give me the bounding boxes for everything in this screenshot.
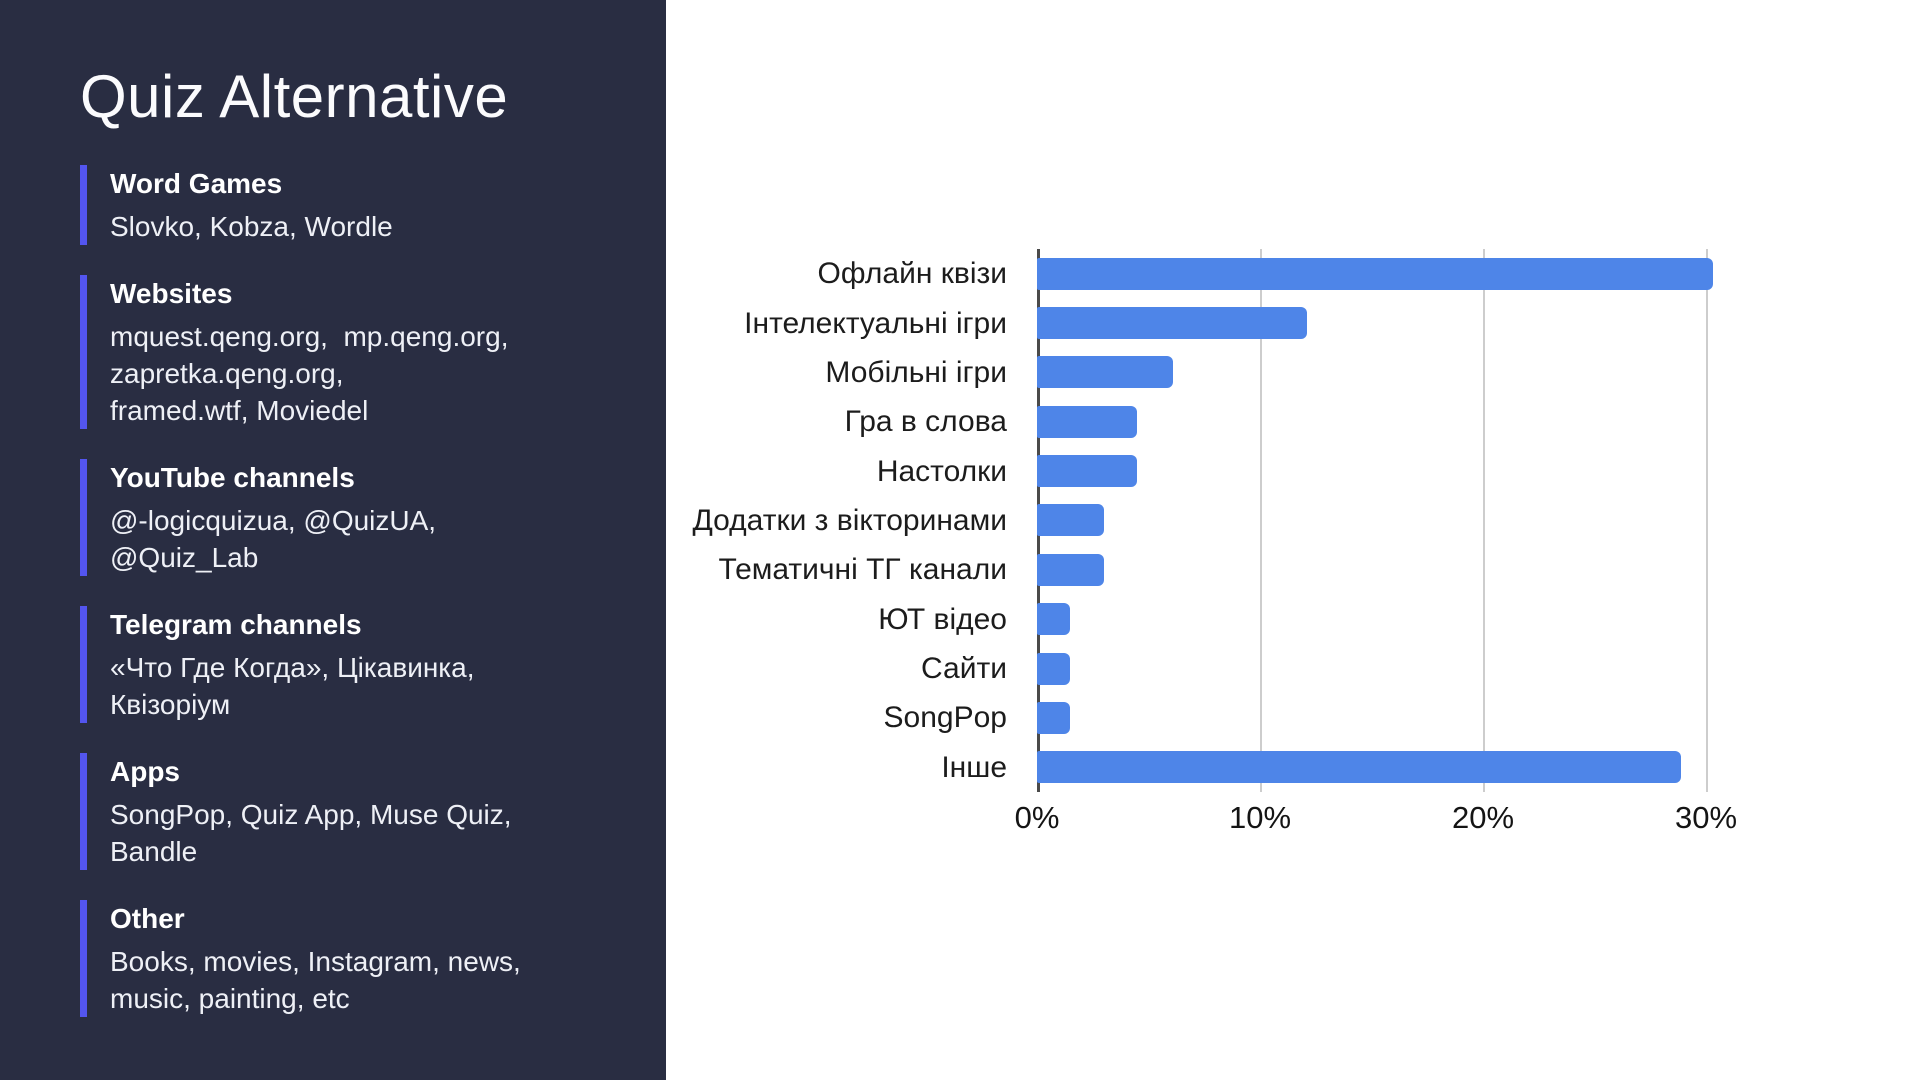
section-heading: Word Games [110,168,283,199]
chart-row: Інтелектуальні ігри [666,298,1920,347]
section-heading: YouTube channels [110,462,355,493]
bar-track [1037,693,1920,742]
sidebar-section-word-games: Word Games Slovko, Kobza, Wordle [80,165,626,245]
bar [1037,455,1138,488]
bar [1037,701,1071,734]
bar-chart: Офлайн квізи Інтелектуальні ігри Мобільн… [666,249,1920,792]
gridline-20 [1483,249,1485,792]
bar-track [1037,595,1920,644]
sidebar-section-youtube-channels: YouTube channels @-logicquizua, @QuizUA,… [80,459,626,576]
category-label: Інше [941,750,1007,784]
category-label: SongPop [883,701,1007,735]
chart-row: Настолки [666,446,1920,495]
chart-row: Гра в слова [666,397,1920,446]
x-tick-label-20: 20% [1451,800,1515,835]
section-body: @-logicquizua, @QuizUA, @Quiz_Lab [110,505,437,573]
x-tick-label-0: 0% [1014,800,1060,835]
bar-track [1037,496,1920,545]
chart-row: Мобільні ігри [666,348,1920,397]
chart-row: Офлайн квізи [666,249,1920,298]
category-label: Мобільні ігри [825,355,1007,389]
section-body: mquest.qeng.org, mp.qeng.org, zapretka.q… [110,321,509,426]
category-label: Інтелектуальні ігри [744,306,1007,340]
category-label: Додатки з вікторинами [692,503,1008,537]
chart-row: Сайти [666,644,1920,693]
section-heading: Other [110,903,185,934]
bar [1037,652,1071,685]
section-heading: Websites [110,278,233,309]
bar-track [1037,644,1920,693]
sidebar-section-websites: Websites mquest.qeng.org, mp.qeng.org, z… [80,275,626,429]
bar [1037,751,1682,784]
chart-row: Інше [666,743,1920,792]
gridline-10 [1260,249,1262,792]
section-heading: Telegram channels [110,609,362,640]
bar [1037,405,1138,438]
section-body: «Что Где Когда», Цікавинка, Квізоріум [110,652,475,720]
bar-track [1037,348,1920,397]
sidebar: Quiz Alternative Word Games Slovko, Kobz… [0,0,666,1080]
chart-row: Додатки з вікторинами [666,496,1920,545]
bar [1037,257,1713,290]
category-label: Гра в слова [844,405,1007,439]
gridline-30 [1706,249,1708,792]
sidebar-section-telegram-channels: Telegram channels «Что Где Когда», Цікав… [80,606,626,723]
bar-track [1037,397,1920,446]
section-heading: Apps [110,756,180,787]
bar-track [1037,545,1920,594]
bar [1037,307,1307,340]
chart-row: Тематичні ТГ канали [666,545,1920,594]
bar [1037,356,1174,389]
category-label: ЮТ відео [878,602,1007,636]
page-title: Quiz Alternative [80,63,509,130]
x-tick-label-10: 10% [1228,800,1292,835]
topic-list: Word Games Slovko, Kobza, Wordle Website… [80,165,626,1017]
x-tick-label-30: 30% [1674,800,1738,835]
category-label: Тематичні ТГ канали [718,553,1007,587]
section-body: SongPop, Quiz App, Muse Quiz, Bandle [110,799,512,867]
category-label: Офлайн квізи [817,257,1007,291]
bar-track [1037,446,1920,495]
section-body: Books, movies, Instagram, news, music, p… [110,946,521,1014]
chart-area: Офлайн квізи Інтелектуальні ігри Мобільн… [666,0,1920,1080]
category-label: Сайти [921,652,1007,686]
section-body: Slovko, Kobza, Wordle [110,211,393,242]
chart-row: ЮТ відео [666,595,1920,644]
sidebar-section-other: Other Books, movies, Instagram, news, mu… [80,900,626,1017]
sidebar-section-apps: Apps SongPop, Quiz App, Muse Quiz, Bandl… [80,753,626,870]
bar [1037,553,1104,586]
bar-track [1037,249,1920,298]
bar [1037,603,1071,636]
category-label: Настолки [876,454,1007,488]
bar-track [1037,298,1920,347]
bar-track [1037,743,1920,792]
chart-row: SongPop [666,693,1920,742]
bar [1037,504,1104,537]
